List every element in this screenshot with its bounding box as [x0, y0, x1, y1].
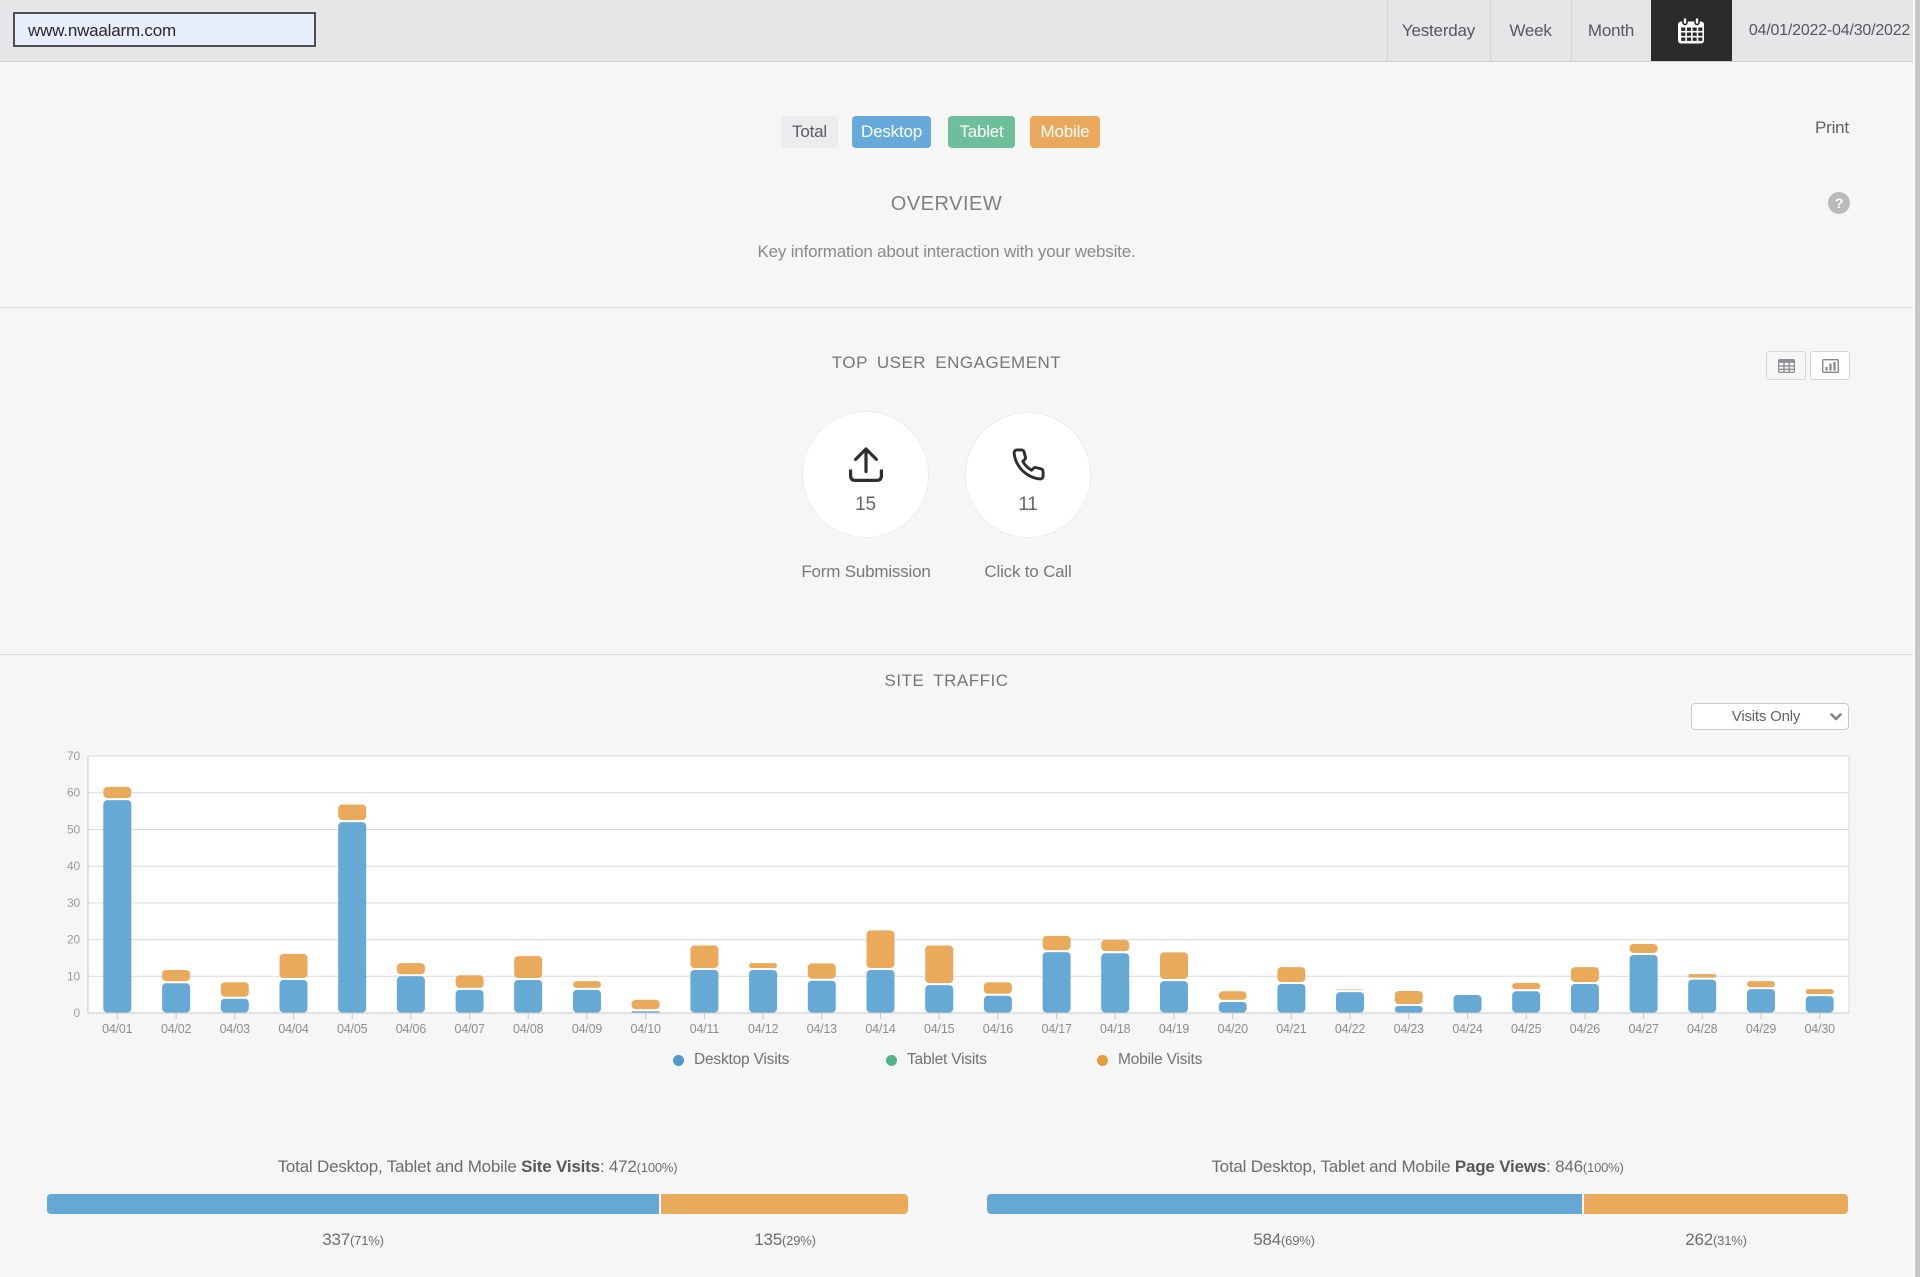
svg-text:04/24: 04/24	[1452, 1022, 1483, 1036]
svg-text:04/02: 04/02	[161, 1022, 192, 1036]
svg-text:04/21: 04/21	[1276, 1022, 1307, 1036]
svg-text:04/01: 04/01	[102, 1022, 133, 1036]
svg-text:04/20: 04/20	[1218, 1022, 1249, 1036]
svg-text:40: 40	[67, 859, 80, 873]
svg-text:04/30: 04/30	[1805, 1022, 1836, 1036]
svg-text:04/16: 04/16	[983, 1022, 1014, 1036]
svg-text:04/13: 04/13	[807, 1022, 838, 1036]
svg-text:70: 70	[67, 749, 80, 763]
svg-text:50: 50	[67, 823, 80, 837]
svg-text:04/29: 04/29	[1746, 1022, 1777, 1036]
svg-text:04/25: 04/25	[1511, 1022, 1542, 1036]
svg-text:04/10: 04/10	[630, 1022, 661, 1036]
svg-text:60: 60	[67, 786, 80, 800]
svg-text:04/11: 04/11	[690, 1022, 720, 1036]
svg-text:0: 0	[74, 1006, 81, 1020]
svg-text:10: 10	[67, 969, 80, 983]
svg-text:04/18: 04/18	[1100, 1022, 1131, 1036]
svg-text:30: 30	[67, 896, 80, 910]
svg-text:04/17: 04/17	[1041, 1022, 1072, 1036]
svg-text:04/22: 04/22	[1335, 1022, 1366, 1036]
svg-text:04/23: 04/23	[1394, 1022, 1425, 1036]
svg-text:04/05: 04/05	[337, 1022, 368, 1036]
svg-text:04/14: 04/14	[865, 1022, 896, 1036]
svg-text:04/26: 04/26	[1570, 1022, 1601, 1036]
svg-text:04/07: 04/07	[454, 1022, 485, 1036]
svg-text:04/08: 04/08	[513, 1022, 544, 1036]
svg-text:04/04: 04/04	[278, 1022, 309, 1036]
svg-text:20: 20	[67, 933, 80, 947]
svg-text:04/12: 04/12	[748, 1022, 779, 1036]
svg-text:04/27: 04/27	[1628, 1022, 1659, 1036]
svg-text:04/03: 04/03	[220, 1022, 251, 1036]
svg-text:04/06: 04/06	[396, 1022, 427, 1036]
svg-text:04/28: 04/28	[1687, 1022, 1718, 1036]
svg-text:04/19: 04/19	[1159, 1022, 1190, 1036]
svg-text:04/09: 04/09	[572, 1022, 603, 1036]
svg-text:04/15: 04/15	[924, 1022, 955, 1036]
